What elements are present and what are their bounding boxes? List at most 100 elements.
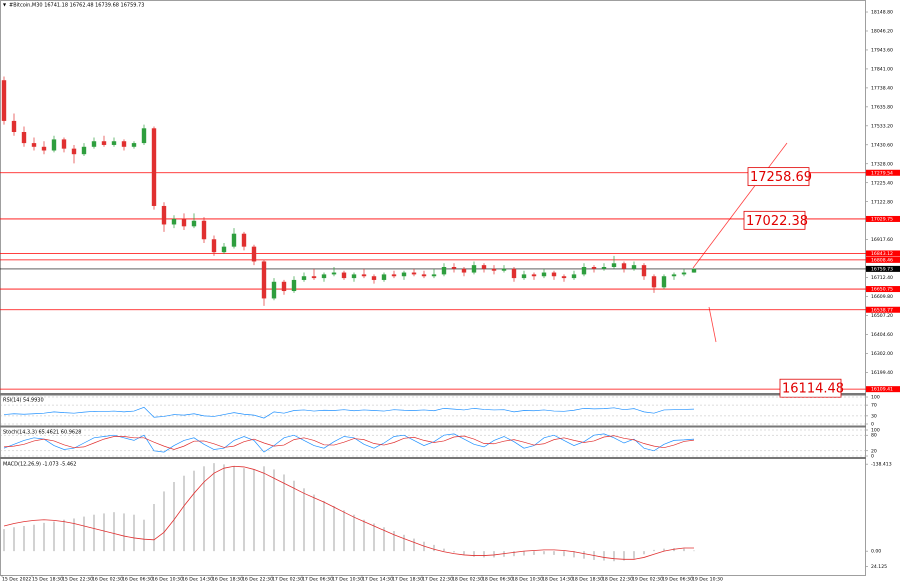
candle-body bbox=[481, 265, 487, 269]
macd-bar bbox=[523, 551, 525, 556]
macd-bar bbox=[323, 500, 325, 552]
candle-body bbox=[61, 139, 67, 149]
candle-body bbox=[691, 268, 697, 273]
macd-bar bbox=[253, 469, 255, 552]
target-label: 17258.69 bbox=[750, 170, 812, 185]
target-box bbox=[743, 210, 806, 230]
dropdown-icon[interactable]: ▼ bbox=[3, 2, 7, 7]
indicator-line bbox=[3, 435, 695, 450]
candle-body bbox=[141, 128, 147, 144]
y-tick-label: -138.413 bbox=[871, 462, 892, 468]
x-tick-label: 16 Dec 02:30 bbox=[92, 577, 123, 583]
candle-body bbox=[401, 272, 407, 277]
level-label-box bbox=[866, 256, 900, 263]
projection-arrow-up bbox=[692, 142, 788, 269]
candle-body bbox=[31, 143, 37, 147]
current-price-label: 16759.73 bbox=[871, 266, 893, 272]
y-tick-label: 17328.00 bbox=[871, 161, 893, 167]
candle-body bbox=[111, 141, 117, 145]
candle-body bbox=[201, 220, 207, 240]
x-tick-label: 18 Dec 10:30 bbox=[512, 577, 543, 583]
x-tick-label: 16 Dec 18:30 bbox=[212, 577, 243, 583]
macd-bar bbox=[263, 466, 265, 552]
macd-bar bbox=[273, 469, 275, 552]
macd-bar bbox=[173, 482, 175, 552]
candle-body bbox=[681, 272, 687, 275]
candle-body bbox=[351, 274, 357, 279]
x-tick-label: 16 Dec 22:30 bbox=[242, 577, 273, 583]
macd-bar bbox=[153, 504, 155, 552]
x-tick-label: 17 Dec 14:30 bbox=[362, 577, 393, 583]
candle-body bbox=[561, 276, 567, 279]
candle-body bbox=[581, 266, 587, 275]
x-tick-label: 15 Dec 18:30 bbox=[32, 577, 63, 583]
macd-bar bbox=[333, 505, 335, 552]
x-tick-label: 15 Dec 2022 bbox=[2, 577, 31, 583]
x-tick-label: 16 Dec 10:30 bbox=[152, 577, 183, 583]
panel-separator bbox=[0, 425, 866, 428]
macd-bar bbox=[603, 551, 605, 561]
level-label: 16109.41 bbox=[871, 387, 893, 393]
candle-body bbox=[91, 141, 97, 147]
stoch-title: Stoch(14,3,3) 65.4621 60.9628 bbox=[3, 430, 81, 436]
candle-body bbox=[671, 274, 677, 277]
macd-bar bbox=[643, 551, 645, 555]
macd-bar bbox=[293, 480, 295, 552]
macd-bar bbox=[33, 524, 35, 552]
candle-body bbox=[451, 266, 457, 269]
x-tick-label: 17 Dec 18:30 bbox=[392, 577, 423, 583]
y-tick-label: 18148.80 bbox=[871, 10, 893, 16]
x-tick-label: 16 Dec 06:30 bbox=[122, 577, 153, 583]
candle-body bbox=[271, 281, 277, 299]
macd-bar bbox=[43, 522, 45, 552]
y-tick-label: 17635.80 bbox=[871, 104, 893, 110]
y-tick-label: 18046.20 bbox=[871, 28, 893, 34]
macd-bar bbox=[203, 466, 205, 552]
candle-body bbox=[301, 276, 307, 280]
candle-body bbox=[471, 265, 477, 273]
y-tick-label: 70 bbox=[871, 403, 877, 409]
macd-bar bbox=[463, 551, 465, 555]
candle-body bbox=[371, 276, 377, 280]
level-label-box bbox=[866, 250, 900, 257]
macd-bar bbox=[453, 551, 455, 553]
macd-bar bbox=[663, 548, 665, 552]
candle-body bbox=[1, 80, 7, 121]
macd-bar bbox=[53, 521, 55, 552]
candle-body bbox=[281, 281, 287, 292]
candle-body bbox=[411, 272, 417, 275]
candle-body bbox=[601, 266, 607, 269]
level-label-box bbox=[866, 215, 900, 222]
macd-bar bbox=[13, 527, 15, 552]
macd-bar bbox=[553, 551, 555, 555]
candle-body bbox=[541, 272, 547, 277]
x-tick-label: 18 Dec 14:30 bbox=[542, 577, 573, 583]
macd-bar bbox=[243, 468, 245, 552]
macd-title: MACD(12,26,9) -1.073 -5.462 bbox=[3, 462, 76, 468]
candle-body bbox=[171, 218, 177, 225]
y-tick-label: 16712.40 bbox=[871, 275, 893, 281]
candle-body bbox=[491, 268, 497, 271]
candle-body bbox=[531, 274, 537, 277]
candle-body bbox=[441, 266, 447, 275]
macd-bar bbox=[693, 550, 695, 552]
macd-bar bbox=[23, 526, 25, 552]
y-tick-label: 0 bbox=[871, 422, 874, 428]
y-tick-label: 24.125 bbox=[871, 564, 887, 570]
chart-title: #Bitcoin,M30 16741.18 16762.48 16739.68 … bbox=[9, 3, 144, 9]
macd-bar bbox=[653, 549, 655, 552]
macd-bar bbox=[283, 474, 285, 552]
y-tick-label: 16404.60 bbox=[871, 332, 893, 338]
x-tick-label: 18 Dec 18:30 bbox=[572, 577, 603, 583]
x-tick-label: 17 Dec 10:30 bbox=[332, 577, 363, 583]
candle-body bbox=[11, 120, 17, 132]
target-label: 17022.38 bbox=[746, 214, 808, 229]
level-label: 16808.46 bbox=[871, 257, 893, 263]
macd-bar bbox=[373, 523, 375, 552]
level-label: 17029.75 bbox=[871, 216, 893, 222]
macd-bar bbox=[433, 544, 435, 552]
macd-bar bbox=[183, 475, 185, 552]
candle-body bbox=[331, 272, 337, 275]
macd-bar bbox=[633, 551, 635, 559]
